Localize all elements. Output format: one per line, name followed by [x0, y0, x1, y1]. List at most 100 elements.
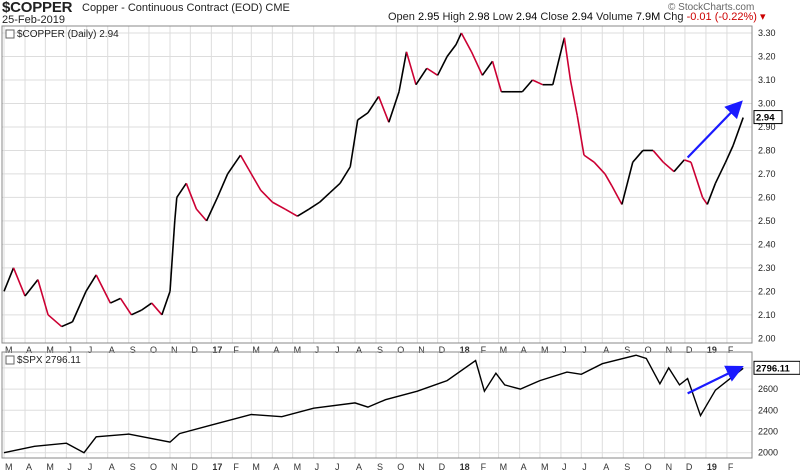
copper-price-segment [632, 149, 644, 163]
copper-price-segment [260, 189, 273, 203]
x-tick-label: J [88, 462, 93, 472]
copper-price-segment [205, 197, 219, 222]
copper-price-segment [398, 51, 408, 92]
copper-price-segment [690, 161, 704, 198]
copper-plot-frame [1, 25, 753, 344]
copper-price-segment [673, 159, 685, 173]
x-tick-label: D [686, 462, 693, 472]
x-tick-label: D [439, 462, 446, 472]
copper-price-segment [652, 149, 664, 163]
copper-y-tick-label: 3.10 [758, 75, 776, 85]
copper-price-segment [195, 208, 208, 222]
x-tick-label: A [273, 345, 279, 355]
symbol-description: Copper - Continuous Contract (EOD) CME [82, 2, 290, 14]
x-tick-label: 17 [212, 345, 222, 355]
copper-price-segment [460, 32, 473, 53]
copper-price-segment [329, 182, 341, 194]
high-value: 2.98 [468, 11, 490, 23]
copper-last-value-box [753, 110, 783, 125]
x-tick-label: N [418, 462, 425, 472]
copper-price-segment [185, 183, 198, 210]
x-tick-label: 17 [212, 462, 222, 472]
copper-price-segment [12, 267, 26, 297]
close-value: 2.94 [571, 11, 593, 23]
copper-price-segment [71, 291, 87, 323]
spx-y-tick-label: 2200 [758, 427, 778, 437]
x-tick-label: A [521, 345, 527, 355]
source-credit: © StockCharts.com [668, 2, 755, 13]
copper-y-tick-label: 3.00 [758, 98, 776, 108]
x-tick-label: J [88, 345, 93, 355]
copper-panel-title: $COPPER (Daily) 2.94 [17, 29, 119, 40]
copper-price-segment [296, 208, 310, 217]
copper-price-segment [61, 321, 73, 328]
copper-y-tick-label: 2.80 [758, 145, 776, 155]
x-tick-label: A [109, 345, 115, 355]
copper-price-segment [176, 182, 187, 198]
x-tick-label: M [46, 462, 54, 472]
chg-value: -0.01 (-0.22%) [686, 11, 757, 23]
x-tick-label: M [5, 345, 13, 355]
copper-price-segment [611, 185, 623, 205]
copper-price-segment [308, 201, 321, 210]
copper-price-segment [455, 32, 463, 46]
x-tick-label: A [26, 345, 32, 355]
copper-price-segment [37, 279, 49, 316]
close-label: Close [540, 11, 569, 23]
copper-price-segment [367, 96, 380, 114]
spx-last-value: 2796.11 [756, 363, 791, 374]
copper-price-segment [446, 44, 457, 58]
x-tick-label: O [150, 462, 157, 472]
copper-price-segment [563, 37, 572, 81]
copper-price-segment [161, 291, 171, 316]
copper-price-segment [405, 51, 417, 85]
x-tick-label: N [171, 345, 178, 355]
quote-date: 25-Feb-2019 [2, 14, 65, 26]
copper-y-tick-label: 2.00 [758, 333, 776, 343]
copper-price-segment [706, 183, 717, 205]
x-tick-label: M [541, 345, 549, 355]
copper-price-segment [604, 173, 613, 187]
copper-y-tick-label: 2.20 [758, 286, 776, 296]
copper-y-tick-label: 3.30 [758, 28, 776, 38]
x-tick-label: J [582, 345, 587, 355]
symbol-title: $COPPER [2, 0, 73, 16]
x-tick-label: A [26, 462, 32, 472]
x-tick-label: A [356, 345, 362, 355]
x-tick-label: M [252, 345, 260, 355]
x-tick-label: J [335, 345, 340, 355]
x-tick-label: F [233, 345, 239, 355]
x-tick-label: D [191, 462, 198, 472]
copper-price-segment [119, 297, 133, 316]
exchange-text: CME [265, 2, 290, 14]
copper-price-segment [110, 297, 121, 304]
legend-swatch-icon [5, 355, 15, 365]
high-label: High [442, 11, 466, 23]
copper-y-tick-label: 2.40 [758, 239, 776, 249]
copper-price-segment [47, 314, 63, 328]
copper-price-segment [662, 161, 675, 173]
copper-price-segment [3, 267, 15, 292]
x-tick-label: 19 [707, 345, 717, 355]
copper-price-segment [583, 154, 595, 163]
x-tick-label: M [500, 462, 508, 472]
x-tick-label: J [582, 462, 587, 472]
x-tick-label: N [666, 462, 673, 472]
x-tick-label: J [315, 345, 320, 355]
copper-price-segment [552, 37, 566, 85]
x-tick-label: O [397, 345, 404, 355]
copper-price-segment [151, 302, 163, 316]
x-tick-label: M [294, 462, 302, 472]
x-tick-label: S [624, 345, 630, 355]
copper-price-segment [415, 67, 428, 86]
x-tick-label: A [603, 462, 609, 472]
copper-price-segment [349, 119, 359, 168]
copper-price-segment [470, 51, 484, 76]
x-tick-label: O [645, 345, 652, 355]
x-tick-label: A [603, 345, 609, 355]
copper-price-segment [569, 79, 578, 116]
copper-price-segment [532, 79, 543, 86]
time-grid [3, 26, 728, 458]
copper-y-tick-label: 2.90 [758, 122, 776, 132]
copper-price-segment [226, 154, 242, 175]
